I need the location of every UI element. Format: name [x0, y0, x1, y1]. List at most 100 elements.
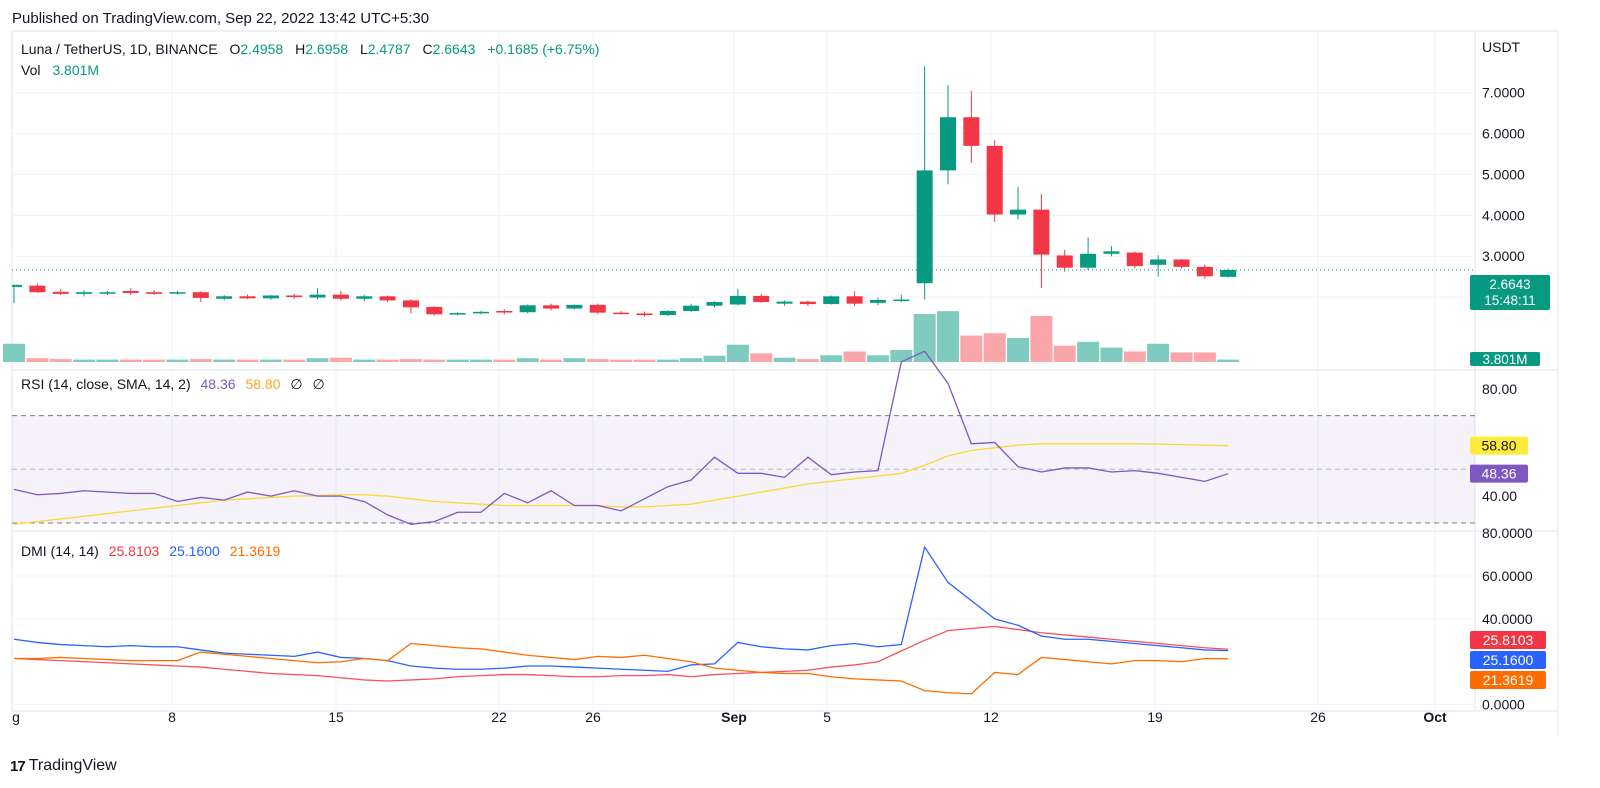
candle-body [216, 296, 233, 299]
currency-label: USDT [1482, 39, 1521, 55]
low-label: L [360, 41, 368, 57]
dmi-tag-adx: 21.3619 [1483, 672, 1534, 688]
volume-bar [1053, 345, 1076, 362]
candle-body [683, 305, 700, 312]
candle-body [916, 170, 933, 284]
candle-body [1196, 266, 1213, 277]
volume-bar [236, 359, 259, 362]
countdown-timer: 15:48:11 [1484, 293, 1536, 308]
rsi-line [13, 350, 1229, 525]
candle-body [1103, 251, 1120, 254]
rsi-title: RSI (14, close, SMA, 14, 2) [21, 376, 191, 392]
volume-bar [376, 359, 399, 362]
volume-bar [259, 359, 282, 362]
dmi-tick-label: 0.0000 [1482, 697, 1525, 713]
volume-bar [610, 359, 633, 362]
time-tick-label: 15 [328, 709, 344, 725]
candle-body [356, 296, 373, 299]
candle-body [52, 291, 69, 294]
rsi-legend[interactable]: RSI (14, close, SMA, 14, 2) 48.36 58.80 … [21, 376, 325, 392]
candle-body [729, 295, 746, 305]
close-label: C [422, 41, 432, 57]
volume-bar [1077, 341, 1100, 362]
candle-body [286, 295, 303, 298]
volume-bar [26, 358, 49, 362]
time-axis[interactable]: g 8 15 22 26 Sep 5 12 19 26 Oct [12, 709, 1447, 725]
candles [12, 66, 1237, 317]
dmi-plus-value: 25.8103 [109, 543, 160, 559]
symbol-legend[interactable]: Luna / TetherUS, 1D, BINANCE O2.4958 H2.… [21, 41, 599, 57]
dmi-plus-line [13, 625, 1229, 682]
candle-body [706, 302, 723, 306]
rsi-tag-sma-bg [1470, 436, 1528, 455]
dmi-tag-adx-bg [1470, 671, 1546, 689]
time-tick-label: 22 [491, 709, 507, 725]
grid-lines [12, 92, 1475, 706]
volume-tag-bg [1470, 352, 1540, 366]
price-tick-label: 7.0000 [1482, 85, 1525, 101]
volume-bar [960, 335, 983, 362]
volume-bar [329, 357, 352, 362]
candle-body [1150, 259, 1167, 265]
volume-legend[interactable]: Vol 3.801M [21, 62, 99, 78]
candle-body [1056, 255, 1073, 268]
volume-bar [516, 358, 539, 362]
candle-body [893, 299, 910, 302]
volume-bar [1007, 338, 1030, 362]
volume-bar [633, 359, 656, 362]
candle-body [1173, 259, 1190, 267]
candle-body [636, 313, 653, 316]
open-label: O [230, 41, 241, 57]
volume-bar [726, 344, 749, 362]
time-tick-label: 8 [168, 709, 176, 725]
candle-body [1126, 252, 1143, 267]
dmi-title: DMI (14, 14) [21, 543, 99, 559]
volume-bar [937, 311, 959, 362]
volume-bar [306, 358, 329, 362]
candle-body [12, 284, 22, 287]
volume-bar [446, 359, 469, 362]
price-tick-label: 4.0000 [1482, 207, 1525, 223]
candle-body [1010, 209, 1027, 215]
volume-bar [656, 359, 679, 362]
volume-bar [1100, 347, 1123, 362]
candle-body [262, 295, 279, 299]
candle-body [846, 296, 863, 304]
volume-bar [49, 359, 72, 362]
volume-bar [750, 353, 773, 362]
candle-body [29, 285, 46, 293]
pane-frames [11, 30, 1559, 735]
rsi-sma-value: 58.80 [245, 376, 280, 392]
candle-body [543, 305, 560, 309]
candle-body [192, 292, 209, 298]
candle-body [426, 306, 443, 315]
candle-body [659, 311, 676, 316]
candle-body [496, 311, 513, 313]
rsi-value: 48.36 [201, 376, 236, 392]
dmi-tag-minus-bg [1470, 651, 1546, 669]
volume-bar [586, 359, 609, 362]
dmi-legend[interactable]: DMI (14, 14) 25.8103 25.1600 21.3619 [21, 543, 281, 559]
price-tick-label: 5.0000 [1482, 166, 1525, 182]
low-value: 2.4787 [368, 41, 411, 57]
close-value: 2.6643 [433, 41, 476, 57]
candle-body [169, 292, 186, 294]
rsi-tick-label: 80.00 [1482, 381, 1517, 397]
candle-body [963, 117, 980, 146]
time-tick-label: Sep [721, 709, 747, 725]
volume-bar [493, 359, 516, 362]
volume-bar [189, 359, 212, 362]
rsi-axis-ticks: 80.00 40.00 [1482, 381, 1517, 504]
candle-body [799, 301, 816, 305]
volume-tag-value: 3.801M [1482, 352, 1527, 367]
volume-bar [1147, 343, 1170, 362]
dmi-lines [13, 545, 1229, 695]
volume-tag: 3.801M [1470, 352, 1540, 367]
volume-bar [1030, 315, 1053, 362]
dmi-minus-line [13, 545, 1229, 673]
volume-bar [399, 359, 422, 362]
price-tick-label: 6.0000 [1482, 126, 1525, 142]
volume-bar [820, 355, 843, 362]
